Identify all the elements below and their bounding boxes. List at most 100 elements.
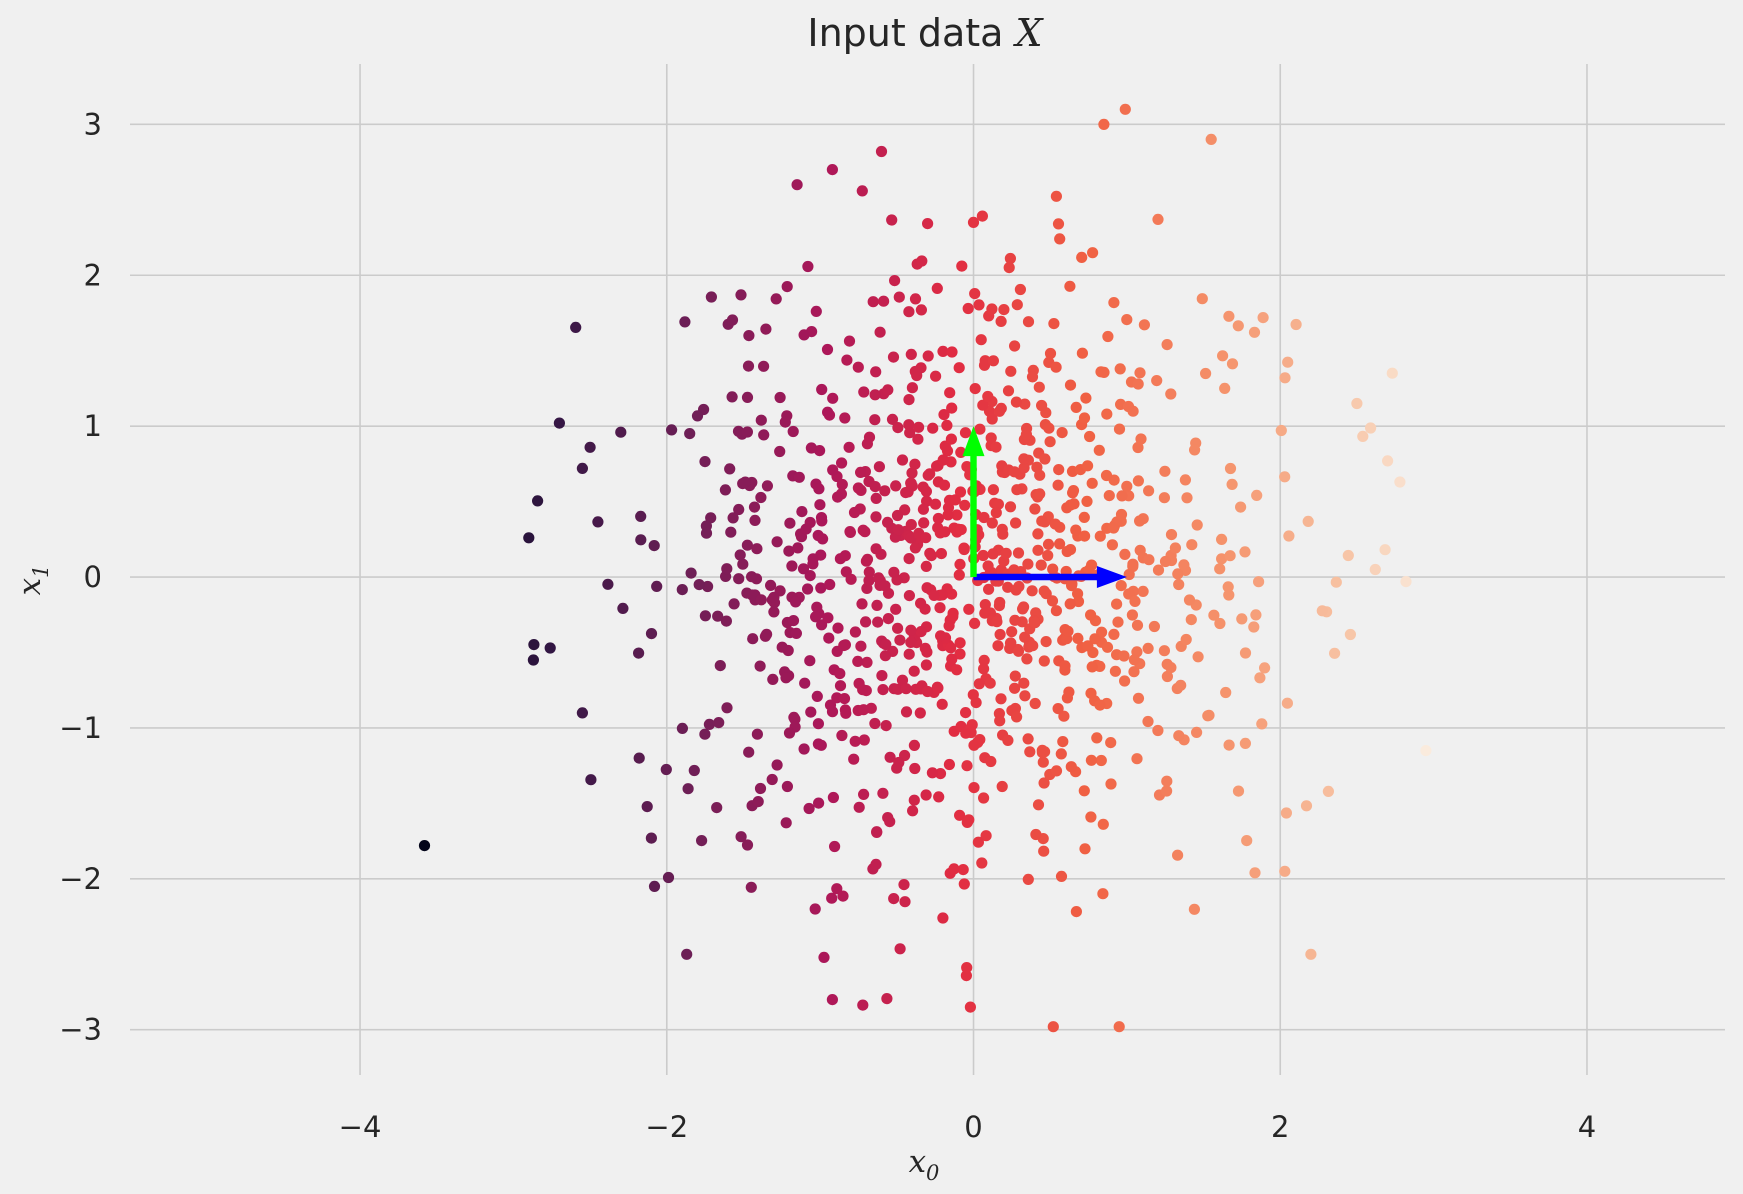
data-point [798,329,810,341]
x-tick-labels: −4 −2 0 2 4 [339,1110,1597,1144]
data-point [973,678,985,690]
data-point [1012,645,1025,657]
data-point [888,893,900,905]
data-point [699,728,711,740]
data-point [824,578,836,591]
data-point [1236,613,1248,625]
data-point [906,467,918,479]
data-point [791,179,803,191]
data-point [1394,476,1406,488]
data-point [1142,715,1154,728]
data-point [1282,356,1294,368]
data-point [1165,529,1178,541]
data-point [1196,293,1208,305]
data-point [890,603,902,615]
data-point [602,578,614,590]
data-point [787,615,800,627]
data-point [713,717,725,729]
data-point [1064,280,1076,292]
data-point [873,461,886,473]
data-point [532,495,544,507]
data-point [576,462,589,474]
data-point [726,314,739,326]
data-point [958,543,970,556]
data-point [735,831,747,843]
data-point [1143,485,1155,497]
data-point [938,479,951,491]
data-point [1018,677,1030,689]
data-point [1121,480,1133,492]
data-point [779,416,791,428]
data-point [881,993,893,1005]
data-point [1180,633,1192,646]
data-point [985,755,997,768]
data-point [1019,631,1031,643]
data-point [1357,430,1369,442]
data-point [1061,545,1073,558]
data-point [733,503,745,516]
data-point [781,780,794,793]
data-point [848,506,861,519]
data-point [958,878,970,890]
data-point [980,830,992,842]
data-point [798,743,810,755]
data-point [960,970,973,982]
data-point [946,346,958,358]
data-point [982,390,994,403]
data-point [891,509,904,522]
data-point [1008,564,1020,576]
data-point [954,648,966,660]
data-point [1300,800,1313,812]
data-point [1132,378,1144,390]
data-point [741,839,754,851]
data-point [861,656,873,669]
data-point [986,517,998,529]
data-point [1256,718,1268,730]
data-point [892,622,904,634]
data-point [909,458,921,470]
data-point [1033,381,1045,393]
data-point [931,282,943,294]
data-point [1134,515,1146,527]
data-point [822,406,834,418]
data-point [1102,330,1114,343]
data-point [1219,382,1231,394]
data-point [1158,492,1170,504]
x-tick-label: −2 [645,1110,688,1144]
data-point [792,542,804,554]
data-point [1224,462,1237,475]
data-point [1070,401,1082,413]
data-point [814,499,826,511]
data-point [1095,754,1107,767]
data-point [925,550,938,562]
data-point [807,553,819,565]
data-point [906,382,919,394]
data-point [969,383,981,395]
data-point [1223,739,1235,751]
data-point [815,511,828,524]
data-point [998,304,1010,316]
y-tick-label: −3 [59,1013,102,1047]
data-point [932,682,944,694]
data-point [855,466,867,478]
data-point [1089,633,1101,645]
data-point [816,383,828,396]
data-point [967,689,979,701]
data-point [786,560,798,572]
data-point [1257,312,1269,324]
data-point [682,783,694,795]
data-point [748,501,761,513]
data-point [1175,679,1187,691]
data-point [840,707,852,719]
data-point [934,768,947,780]
data-point [953,362,965,374]
data-point [876,670,888,682]
data-point [1050,361,1062,373]
data-point [959,427,972,439]
data-point [1189,444,1201,456]
data-point [641,801,653,813]
data-point [1232,785,1245,797]
data-point [903,590,916,602]
y-tick-label: −2 [59,862,102,896]
data-point [858,704,870,716]
